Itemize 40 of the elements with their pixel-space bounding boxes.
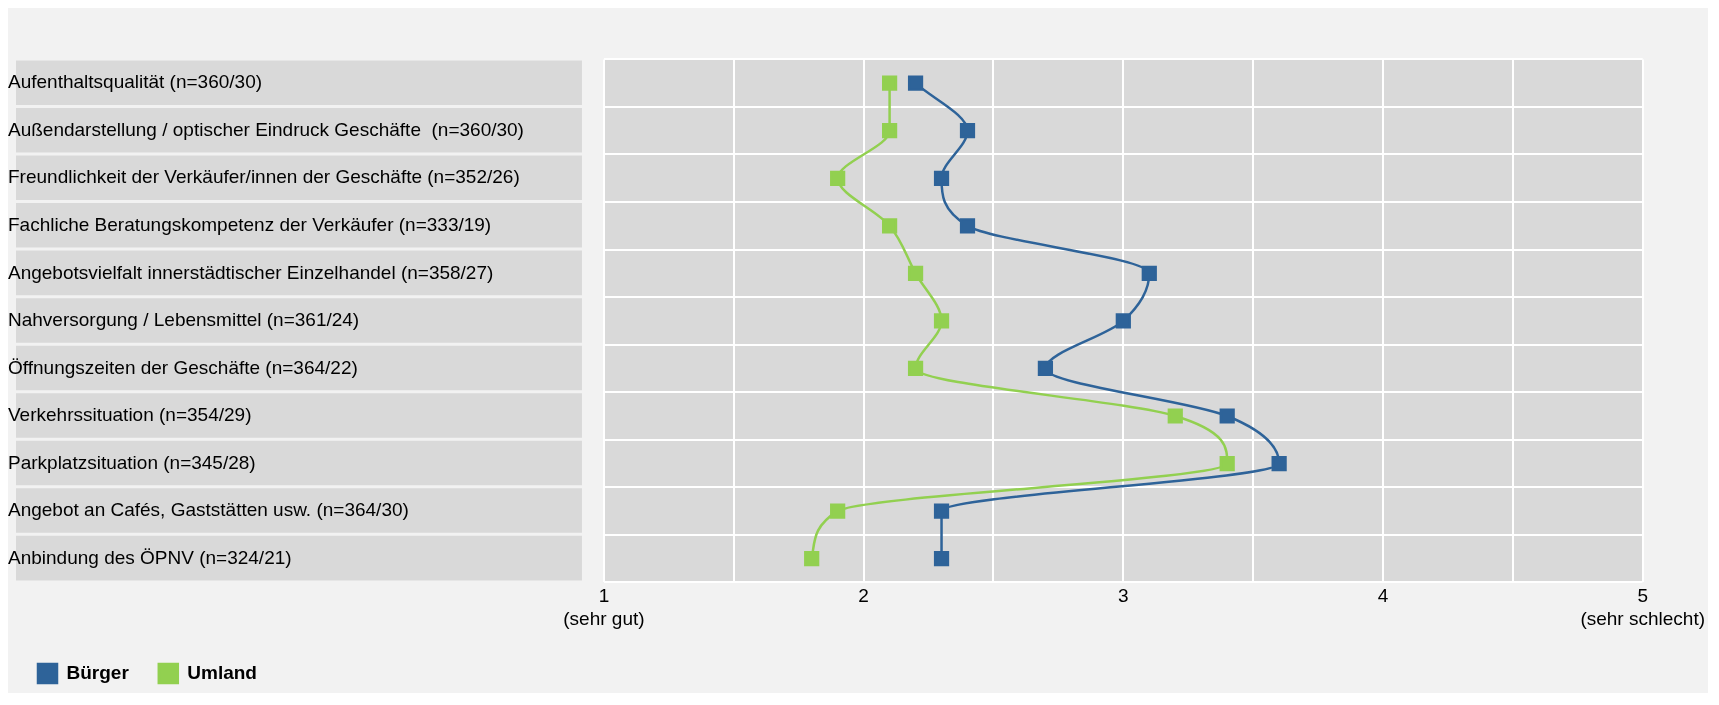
point	[907, 265, 924, 281]
x-tick-label: 2	[858, 585, 869, 607]
point	[804, 551, 820, 567]
legend-label: Bürger	[66, 661, 130, 683]
point	[1219, 455, 1235, 472]
y-tick-label: Aufenthaltsqualität (n=360/30)	[8, 71, 263, 93]
point	[1167, 408, 1183, 424]
point	[933, 503, 950, 519]
point	[881, 75, 898, 91]
y-tick-label: Angebot an Cafés, Gaststätten usw. (n=364/30)	[8, 499, 409, 521]
point	[959, 123, 976, 139]
legend-label: Umland	[187, 661, 257, 683]
y-tick-label: Parkplatzsituation (n=345/28)	[8, 451, 256, 473]
point	[933, 170, 950, 186]
point	[1115, 313, 1131, 329]
point	[881, 123, 898, 139]
x-tick-label: 1 (sehr gut)	[563, 585, 645, 629]
point	[830, 170, 846, 186]
point	[933, 313, 950, 329]
point	[881, 218, 898, 234]
y-tick-label: Öffnungszeiten der Geschäfte (n=364/22)	[8, 356, 358, 378]
y-tick-label: Freundlichkeit der Verkäufer/innen der Geschäfte (n=352/26)	[8, 166, 520, 188]
y-tick-label: Außendarstellung / optischer Eindruck Geschäfte (n=360/30)	[8, 118, 524, 140]
y-tick-label: Angebotsvielfalt innerstädtischer Einzelhandel (n=358/27)	[8, 261, 494, 283]
point	[959, 218, 976, 234]
point	[1037, 360, 1054, 377]
y-tick-label: Anbindung des ÖPNV (n=324/21)	[8, 546, 292, 568]
x-tick-label: 4	[1377, 585, 1389, 607]
point	[933, 551, 950, 567]
point	[907, 75, 924, 91]
point	[1219, 408, 1235, 424]
x-tick-label: 3	[1118, 585, 1129, 607]
y-tick-label: Verkehrssituation (n=354/29)	[8, 404, 252, 426]
y-tick-label: Fachliche Beratungskompetenz der Verkäufer (n=333/19)	[8, 214, 492, 236]
point	[907, 360, 924, 377]
point	[1271, 455, 1287, 472]
point	[1141, 265, 1157, 281]
y-tick-label: Nahversorgung / Lebensmittel (n=361/24)	[8, 309, 360, 331]
point	[830, 503, 846, 519]
x-tick-label: 5 (sehr schlecht)	[1580, 585, 1706, 629]
